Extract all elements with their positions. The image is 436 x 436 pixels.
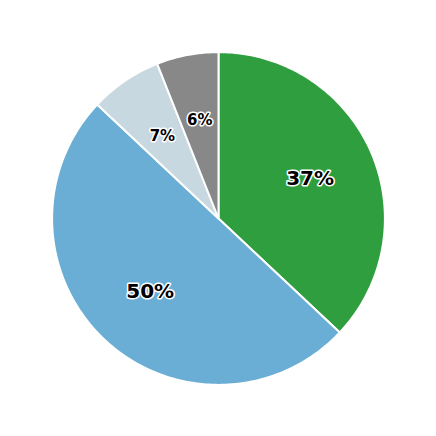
svg-text:6%: 6% (187, 111, 212, 129)
svg-text:7%: 7% (150, 127, 175, 145)
svg-text:50%: 50% (126, 279, 174, 303)
svg-text:37%: 37% (286, 166, 334, 190)
